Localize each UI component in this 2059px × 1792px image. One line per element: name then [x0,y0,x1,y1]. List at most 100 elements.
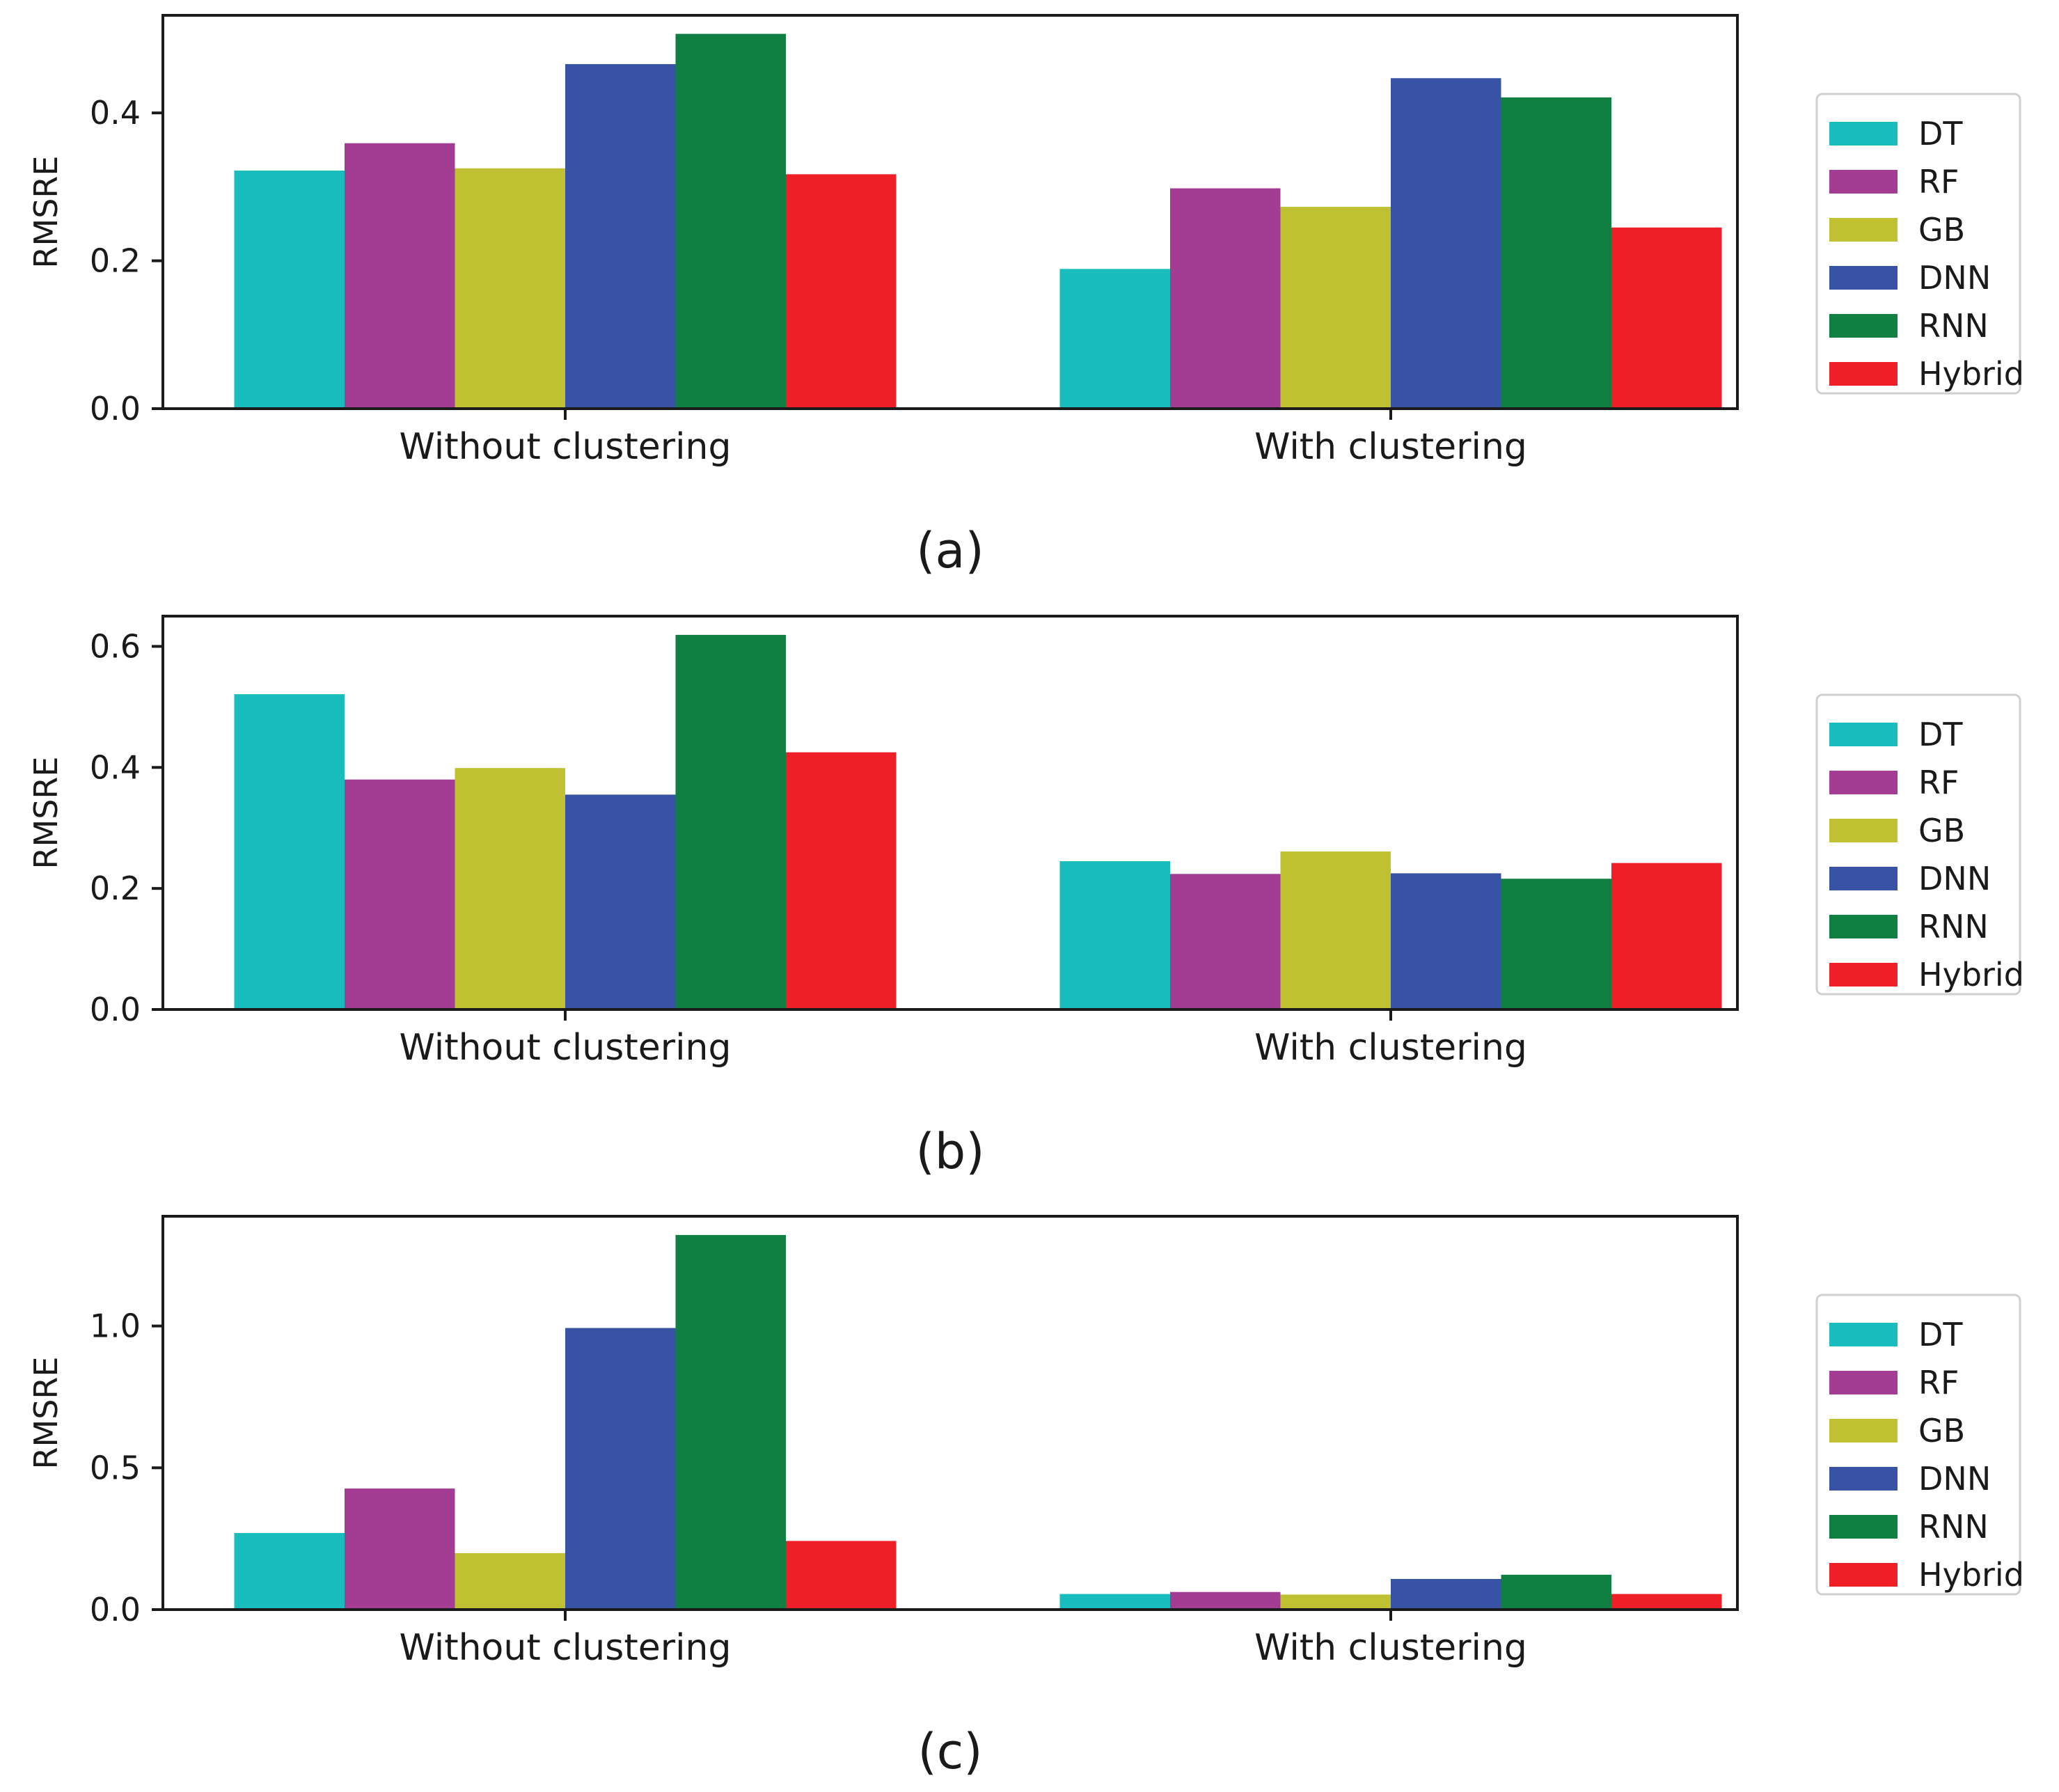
bar-rf-without-clustering [345,779,455,1009]
legend-label-dt: DT [1918,716,1963,753]
legend-label-rnn: RNN [1918,908,1989,945]
bar-dnn-with-clustering [1391,1579,1501,1610]
legend-label-gb: GB [1918,211,1965,249]
axes-frame [161,1215,1739,1611]
bar-gb-with-clustering [1280,1594,1391,1610]
legend-label-dt: DT [1918,115,1963,152]
panel-label: (c) [917,1723,982,1780]
bar-dnn-with-clustering [1391,78,1501,409]
bar-rnn-with-clustering [1501,97,1611,409]
bar-rnn-without-clustering [675,1234,786,1610]
y-tick-label: 0.0 [90,1591,141,1628]
bar-dt-without-clustering [234,171,345,409]
x-category-label: Without clustering [399,1027,731,1069]
legend-label-hybrid: Hybrid [1918,355,2024,393]
bar-hybrid-without-clustering [786,1541,897,1610]
legend-swatch-dnn [1829,1467,1898,1491]
bar-dt-without-clustering [234,694,345,1009]
legend-label-gb: GB [1918,1412,1965,1449]
bar-rf-with-clustering [1170,1591,1281,1610]
legend-swatch-rnn [1829,915,1898,938]
bar-gb-without-clustering [455,768,565,1009]
bar-dnn-with-clustering [1391,873,1501,1009]
x-category-label: With clustering [1254,426,1527,468]
legend-swatch-dt [1829,1323,1898,1346]
legend-swatch-gb [1829,819,1898,842]
bar-hybrid-without-clustering [786,752,897,1009]
x-category-label: Without clustering [399,1627,731,1669]
y-tick-label: 0.4 [90,748,141,786]
legend-swatch-dnn [1829,867,1898,890]
legend-label-rf: RF [1918,764,1959,801]
bar-gb-with-clustering [1280,851,1391,1009]
y-tick-label: 0.5 [90,1449,141,1486]
y-tick-label: 0.2 [90,242,141,280]
y-axis-label: RMSRE [27,1357,65,1470]
bar-gb-with-clustering [1280,207,1391,409]
y-tick-label: 0.6 [90,627,141,665]
legend-swatch-gb [1829,218,1898,242]
bar-hybrid-without-clustering [786,174,897,409]
y-axis-label: RMSRE [27,757,65,870]
legend-swatch-hybrid [1829,963,1898,987]
legend-swatch-rnn [1829,1515,1898,1539]
legend: DT RF GB DNN RNN Hybrid [1815,93,2024,395]
bar-dt-with-clustering [1059,1594,1170,1610]
bar-hybrid-with-clustering [1611,1594,1722,1610]
bar-hybrid-with-clustering [1611,863,1722,1009]
legend: DT RF GB DNN RNN Hybrid [1815,1294,2024,1596]
legend-label-gb: GB [1918,812,1965,849]
y-tick-label: 0.4 [90,94,141,132]
x-category-label: With clustering [1254,1027,1527,1069]
legend-swatch-rf [1829,170,1898,194]
bar-gb-without-clustering [455,168,565,409]
legend-label-dnn: DNN [1918,1460,1991,1498]
bar-rf-without-clustering [345,143,455,409]
bar-rf-without-clustering [345,1488,455,1610]
chart-panel-a: 0.0 0.2 0.4 Without clustering With clusteri… [27,14,2024,579]
chart-panel-b: 0.0 0.2 0.4 0.6 Without clustering With clust… [27,615,2024,1180]
x-category-label: With clustering [1254,1627,1527,1669]
y-tick-label: 0.2 [90,870,141,907]
legend-label-dt: DT [1918,1316,1963,1353]
legend-swatch-hybrid [1829,1563,1898,1587]
bar-dt-with-clustering [1059,861,1170,1009]
legend-swatch-dnn [1829,266,1898,290]
legend-swatch-hybrid [1829,362,1898,386]
bar-rf-with-clustering [1170,874,1281,1009]
bar-rnn-with-clustering [1501,1574,1611,1610]
panel-label: (a) [916,522,984,579]
legend-label-rnn: RNN [1918,1508,1989,1546]
axes-frame [161,14,1739,410]
legend-swatch-rnn [1829,314,1898,338]
legend-label-dnn: DNN [1918,259,1991,297]
legend-swatch-dt [1829,723,1898,746]
panel-label: (b) [915,1123,984,1180]
bar-dnn-without-clustering [565,794,676,1009]
legend-label-hybrid: Hybrid [1918,1556,2024,1594]
legend-label-hybrid: Hybrid [1918,956,2024,993]
bar-dt-without-clustering [234,1533,345,1610]
bar-hybrid-with-clustering [1611,227,1722,409]
legend-label-dnn: DNN [1918,860,1991,897]
bar-gb-without-clustering [455,1553,565,1610]
axes-frame [161,615,1739,1011]
chart-panel-c: 0.0 0.5 1.0 Without clustering With clusteri… [27,1215,2024,1780]
y-tick-label: 0.0 [90,390,141,427]
legend: DT RF GB DNN RNN Hybrid [1815,693,2024,996]
bar-dnn-without-clustering [565,1328,676,1610]
legend-label-rf: RF [1918,163,1959,201]
y-axis-label: RMSRE [27,156,65,269]
bar-rnn-without-clustering [675,33,786,409]
bar-dnn-without-clustering [565,64,676,409]
legend-swatch-gb [1829,1419,1898,1443]
y-tick-label: 0.0 [90,991,141,1028]
legend-swatch-dt [1829,122,1898,146]
legend-swatch-rf [1829,1371,1898,1394]
bar-rf-with-clustering [1170,188,1281,409]
legend-label-rnn: RNN [1918,307,1989,345]
legend-label-rf: RF [1918,1364,1959,1401]
legend-swatch-rf [1829,771,1898,794]
y-tick-label: 1.0 [90,1307,141,1345]
